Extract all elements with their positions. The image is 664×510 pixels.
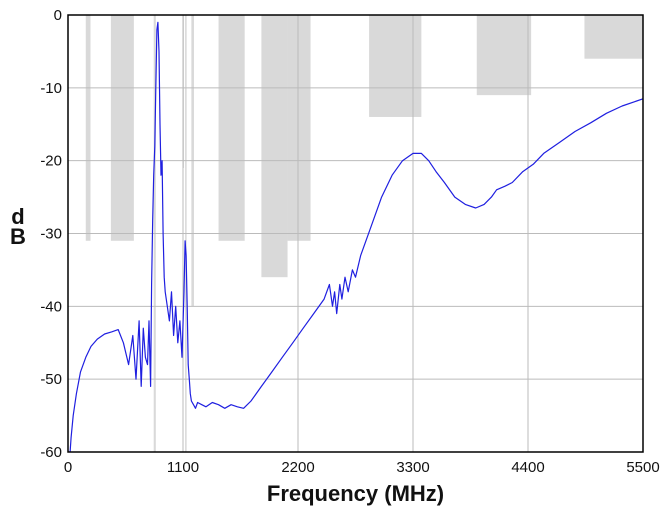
series-group xyxy=(69,21,644,453)
x-tick-label: 5500 xyxy=(626,459,659,476)
mask-region-0 xyxy=(85,15,91,241)
mask-region-11 xyxy=(584,15,643,59)
x-tick-label: 4400 xyxy=(511,459,544,476)
mask-region-1 xyxy=(110,15,134,241)
x-tick-label: 0 xyxy=(64,459,72,476)
y-tick-label: -10 xyxy=(40,80,62,97)
mask-region-8 xyxy=(287,15,311,241)
plot-frame xyxy=(67,14,644,453)
x-tick-labels: 0 1100 2200 3300 4400 5500 xyxy=(64,459,660,476)
y-tick-labels: 0 -10 -20 -30 -40 -50 -60 xyxy=(40,7,62,461)
x-tick-label: 3300 xyxy=(396,459,429,476)
x-tick-label: 1100 xyxy=(167,459,199,476)
y-tick-label: -50 xyxy=(40,371,62,388)
mask-region-6 xyxy=(218,15,245,241)
x-axis-label: Frequency (MHz) xyxy=(267,481,444,506)
series-line-0 xyxy=(69,21,644,453)
y-tick-label: -60 xyxy=(40,444,62,461)
mask-region-7 xyxy=(261,15,288,278)
y-tick-label: -20 xyxy=(40,153,62,170)
mask-region-10 xyxy=(476,15,532,96)
y-tick-label: -30 xyxy=(40,226,62,243)
x-tick-label: 2200 xyxy=(281,459,314,476)
mask-region-9 xyxy=(369,15,422,117)
y-tick-label: -40 xyxy=(40,298,62,315)
y-tick-label: 0 xyxy=(54,7,62,24)
